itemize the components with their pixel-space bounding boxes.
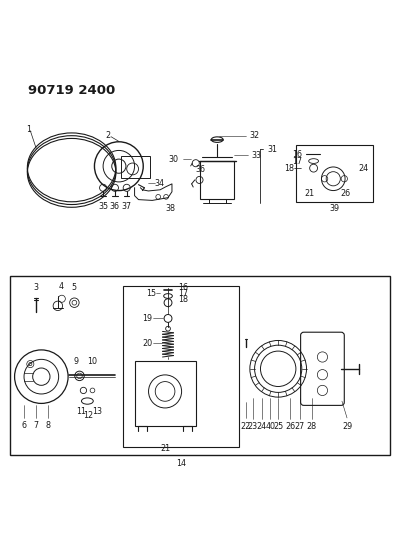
Text: 18—: 18— [284, 164, 302, 173]
Circle shape [75, 371, 84, 381]
Bar [121, 156, 150, 178]
Text: 22: 22 [241, 422, 251, 431]
Text: 9: 9 [73, 357, 78, 366]
Text: 21: 21 [304, 189, 315, 198]
Text: 11: 11 [76, 407, 86, 416]
Bar [134, 361, 196, 426]
Text: 32: 32 [250, 131, 260, 140]
Text: 90719 2400: 90719 2400 [28, 84, 116, 96]
Text: 15: 15 [146, 289, 156, 298]
Text: 3: 3 [34, 283, 39, 292]
Text: 16: 16 [178, 283, 188, 292]
Text: 18: 18 [178, 295, 188, 304]
Bar [200, 161, 234, 199]
Text: 36: 36 [110, 201, 120, 211]
Text: 33: 33 [252, 151, 262, 160]
Text: 23: 23 [247, 422, 258, 431]
Bar [123, 286, 239, 448]
Text: 20: 20 [142, 339, 152, 348]
Text: 2: 2 [105, 131, 111, 140]
Text: 26: 26 [285, 422, 295, 431]
Text: 6: 6 [22, 421, 27, 430]
Text: 14: 14 [176, 459, 186, 469]
Text: 39: 39 [329, 204, 339, 213]
Text: 34: 34 [154, 179, 164, 188]
Text: 27: 27 [295, 422, 305, 431]
Text: 7: 7 [34, 421, 39, 430]
Text: 40: 40 [265, 422, 275, 431]
Text: 16: 16 [292, 150, 302, 159]
Text: 26: 26 [340, 189, 350, 198]
Text: 19: 19 [142, 314, 152, 323]
Text: 21: 21 [160, 445, 170, 454]
Text: 12: 12 [83, 411, 94, 421]
Bar [296, 144, 373, 201]
Text: 28: 28 [306, 422, 317, 431]
Text: 17: 17 [178, 289, 188, 298]
Text: 5: 5 [72, 283, 77, 292]
Text: 36: 36 [195, 165, 205, 174]
Text: 25: 25 [273, 422, 283, 431]
Text: 38: 38 [165, 204, 175, 213]
Text: 4: 4 [59, 282, 63, 292]
Text: 10: 10 [87, 357, 97, 366]
Text: 13: 13 [92, 407, 102, 416]
Text: 1: 1 [26, 125, 31, 134]
Text: 24: 24 [257, 422, 267, 431]
Text: 30: 30 [169, 155, 179, 164]
Text: 29: 29 [342, 422, 352, 431]
Text: 35: 35 [98, 201, 108, 211]
Text: 31: 31 [267, 145, 277, 154]
Bar [10, 276, 389, 455]
Text: 8: 8 [45, 421, 51, 430]
Text: 17: 17 [292, 157, 302, 166]
Text: 24: 24 [359, 164, 369, 173]
Text: 37: 37 [122, 201, 132, 211]
